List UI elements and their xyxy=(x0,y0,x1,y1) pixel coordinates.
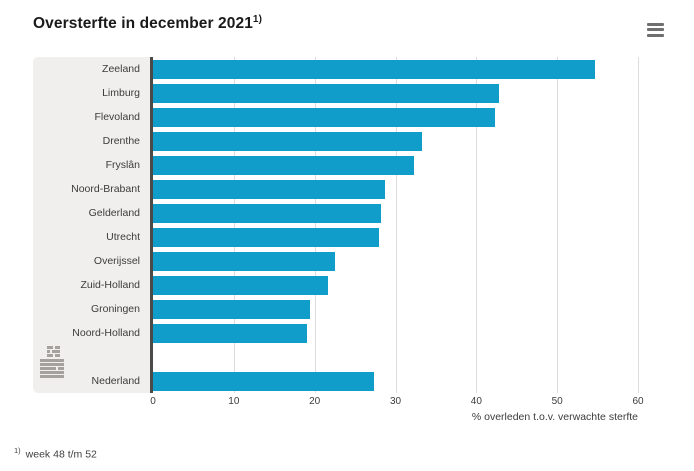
category-label: Gelderland xyxy=(88,207,140,219)
bar-row-drenthe: Drenthe xyxy=(33,129,660,153)
cbs-logo-icon xyxy=(40,346,64,378)
footnote-marker: 1) xyxy=(14,446,21,455)
category-label: Zeeland xyxy=(102,63,140,75)
bar-row-overijssel: Overijssel xyxy=(33,249,660,273)
x-axis-label: % overleden t.o.v. verwachte sterfte xyxy=(471,411,638,423)
category-label: Fryslân xyxy=(105,159,140,171)
bar xyxy=(153,131,423,151)
bar-row-limburg: Limburg xyxy=(33,81,660,105)
footnote-text: week 48 t/m 52 xyxy=(25,448,97,461)
category-label: Drenthe xyxy=(102,135,140,147)
category-label: Noord-Brabant xyxy=(71,183,140,195)
bar-row-noord-holland: Noord-Holland xyxy=(33,321,660,345)
bar xyxy=(153,155,415,175)
gridline-30 xyxy=(395,57,397,393)
x-tick-label: 60 xyxy=(632,396,644,407)
bar xyxy=(153,59,596,79)
bar xyxy=(153,203,381,223)
category-label: Groningen xyxy=(90,303,140,315)
title-footnote-marker: 1) xyxy=(252,14,263,25)
bar xyxy=(153,107,495,127)
bar-row-fryslân: Fryslân xyxy=(33,153,660,177)
x-tick-label: 30 xyxy=(389,396,402,407)
category-label: Zuid-Holland xyxy=(80,279,140,291)
x-tick-label: 0 xyxy=(150,396,156,407)
x-tick-label: 20 xyxy=(309,396,321,407)
bar xyxy=(153,275,329,295)
bar-row-gelderland: Gelderland xyxy=(33,201,660,225)
x-tick-label: 10 xyxy=(228,396,240,407)
chart-menu-button[interactable] xyxy=(647,22,667,40)
category-label: Flevoland xyxy=(94,111,140,123)
bar-row-nederland: Nederland xyxy=(33,369,660,393)
y-axis-line xyxy=(150,57,153,393)
category-label-panel xyxy=(33,57,150,393)
bar-row-utrecht: Utrecht xyxy=(33,225,660,249)
category-label: Nederland xyxy=(91,375,140,387)
gridline-10 xyxy=(233,57,235,393)
bar-row-noord-brabant: Noord-Brabant xyxy=(33,177,660,201)
bar xyxy=(153,227,380,247)
bar-row-zeeland: Zeeland xyxy=(33,57,660,81)
category-label: Limburg xyxy=(102,87,140,99)
spacer-row xyxy=(33,345,660,369)
gridline-50 xyxy=(557,57,559,393)
category-label: Overijssel xyxy=(93,255,140,267)
bar xyxy=(153,299,310,319)
bar xyxy=(153,83,499,103)
footnote: 1) week 48 t/m 52 xyxy=(14,446,97,461)
x-tick-label: 40 xyxy=(470,396,482,407)
x-axis-ticks: 0 10 20 30 40 50 60 xyxy=(33,396,660,410)
gridline-60 xyxy=(638,57,639,393)
chart-title: Oversterfte in december 20211) xyxy=(33,14,262,33)
x-tick-label: 50 xyxy=(551,396,563,407)
bar-row-flevoland: Flevoland xyxy=(33,105,660,129)
bar-chart: Zeeland Limburg Flevoland Drenthe Fryslân Noo… xyxy=(33,57,660,393)
bar xyxy=(153,179,385,199)
gridline-40 xyxy=(476,57,478,393)
chart-title-text: Oversterfte in december 2021 xyxy=(33,15,253,33)
hamburger-icon xyxy=(647,22,667,37)
bar xyxy=(153,371,374,391)
bar-row-groningen: Groningen xyxy=(33,297,660,321)
bar-row-zuid-holland: Zuid-Holland xyxy=(33,273,660,297)
gridline-20 xyxy=(314,57,316,393)
category-label: Noord-Holland xyxy=(72,327,140,339)
category-label: Utrecht xyxy=(106,231,140,243)
bar xyxy=(153,251,335,271)
bar xyxy=(153,323,307,343)
